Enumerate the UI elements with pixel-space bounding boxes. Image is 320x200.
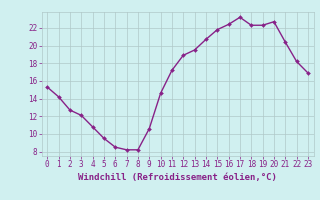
X-axis label: Windchill (Refroidissement éolien,°C): Windchill (Refroidissement éolien,°C) xyxy=(78,173,277,182)
